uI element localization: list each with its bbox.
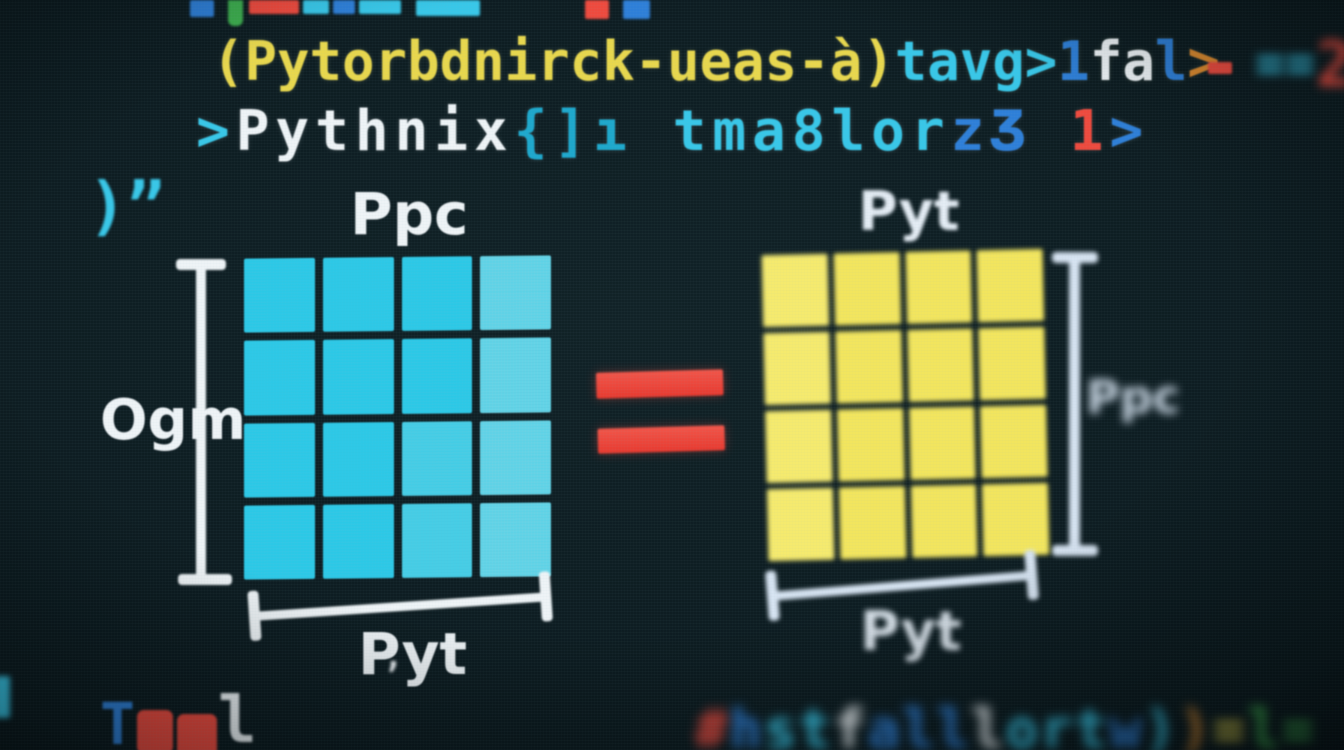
left-matrix: [244, 255, 551, 580]
matrix-cell: [905, 250, 973, 324]
matrix-cell: [322, 503, 394, 579]
code-token: l=: [1247, 698, 1317, 750]
code-token: tma8lor: [632, 99, 951, 164]
equals-sign: [595, 369, 726, 454]
matrix-cell: [244, 257, 315, 333]
matrix-cell: [908, 406, 976, 480]
clipped-glyph-fragment: [359, 0, 401, 14]
apostrophe-glyph: ’: [382, 656, 403, 696]
code-token: w: [1109, 698, 1144, 750]
equals-bar: [595, 369, 724, 399]
code-token: l: [971, 698, 1006, 750]
matrix-cell: [836, 408, 905, 482]
matrix-cell: [980, 404, 1048, 479]
right-matrix-height-label: Ppc: [1086, 370, 1180, 424]
code-token: T: [100, 690, 135, 750]
matrix-cell: [765, 409, 833, 484]
clipped-glyph-fragment: [333, 0, 355, 14]
code-token: Pythnix: [235, 99, 514, 164]
code-token: f: [833, 698, 868, 750]
code-token: ): [1178, 698, 1213, 750]
code-token: 1: [1030, 99, 1110, 164]
left-matrix-width-line: [250, 592, 550, 621]
code-token: fa: [1089, 30, 1155, 93]
red-block-glyph: [177, 714, 217, 750]
matrix-cell: [763, 331, 831, 406]
left-matrix-height-bracket: [176, 259, 232, 585]
code-token-blurred: [1208, 62, 1232, 74]
code-token: #: [695, 698, 730, 750]
code-token: l: [218, 684, 257, 750]
matrix-cell: [761, 253, 829, 328]
matrix-cell: [244, 422, 315, 498]
matrix-cell: [982, 482, 1050, 557]
matrix-cell: [910, 484, 978, 558]
matrix-cell: [322, 339, 394, 415]
code-token: >: [196, 99, 236, 164]
code-token-blurred: 2: [1316, 28, 1344, 101]
matrix-cell: [244, 504, 315, 580]
clipped-glyph-fragment: [190, 0, 214, 17]
code-token: 1: [1057, 30, 1090, 93]
code-token: st: [764, 698, 834, 750]
code-token: ): [1143, 698, 1179, 750]
code-token: {]ı: [513, 99, 633, 164]
matrix-cell: [480, 255, 551, 331]
code-token: (Pytorbdnirck-ueas-à): [212, 30, 895, 93]
matrix-cell: [480, 337, 551, 413]
matrix-cell: [401, 502, 473, 578]
clipped-glyph-fragment: [228, 0, 243, 26]
code-token: ort: [1005, 698, 1110, 750]
code-line-2: >Pythnix{]ı tma8lorzƷ 1>: [196, 94, 1149, 170]
code-token: tavg>: [894, 30, 1058, 93]
right-matrix-height-bracket: [1052, 252, 1098, 556]
code-token: =: [1212, 698, 1248, 750]
code-line-3: )”: [88, 170, 165, 244]
clipped-glyph-fragment: [416, 0, 480, 16]
right-matrix-width-label: Pyt: [860, 600, 962, 663]
clipped-glyph-fragment: [249, 0, 299, 14]
code-token: all: [867, 698, 972, 750]
code-token: >: [1109, 99, 1150, 164]
code-token: zƷ: [950, 99, 1031, 164]
right-matrix-top-label: Pyt: [858, 180, 960, 243]
left-matrix-top-label: Ppc: [350, 180, 469, 248]
matrix-cell: [401, 256, 473, 332]
matrix-cell: [244, 340, 315, 416]
clipped-glyph-fragment: [585, 0, 609, 19]
code-token: l: [1154, 30, 1188, 93]
clipped-glyph-fragment: [0, 676, 10, 718]
matrix-cell: [838, 486, 906, 560]
matrix-cell: [480, 502, 551, 578]
code-line-bottom: #hstfalllortw))=l=: [695, 698, 1316, 750]
matrix-cell: [401, 420, 473, 496]
clipped-glyph-fragment: [303, 0, 329, 14]
matrix-cell: [766, 487, 835, 562]
right-matrix-width-line: [768, 570, 1036, 601]
matrix-cell: [322, 257, 394, 333]
matrix-cell: [322, 421, 394, 497]
matrix-cell: [906, 328, 975, 402]
matrix-cell: [480, 419, 551, 495]
matrix-cell: [978, 326, 1046, 401]
red-block-glyph: [137, 710, 173, 750]
left-matrix-width-label: Pyt: [358, 620, 468, 688]
code-token: )”: [88, 170, 166, 244]
code-token: h: [729, 698, 765, 750]
matrix-cell: [833, 252, 901, 326]
equals-bar: [597, 425, 726, 454]
code-line-1: (Pytorbdnirck-ueas-à)tavg>1fal>: [212, 26, 1220, 98]
matrix-cell: [976, 248, 1045, 323]
left-matrix-height-label: Ogm: [100, 388, 247, 453]
matrix-cell: [401, 338, 473, 414]
matrix-cell: [835, 330, 903, 404]
clipped-glyph-fragment: [623, 0, 650, 19]
right-matrix: [761, 248, 1050, 562]
code-token-blurred: ==: [1255, 34, 1316, 92]
